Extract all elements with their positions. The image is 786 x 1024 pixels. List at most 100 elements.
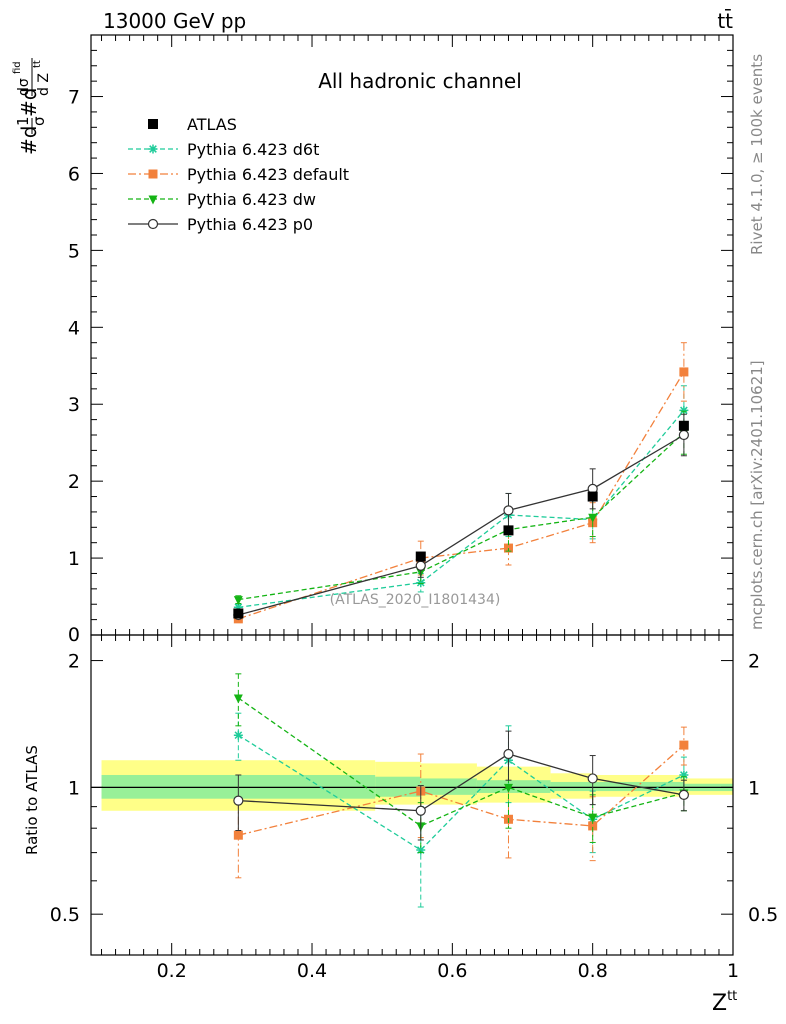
legend-marker (148, 169, 158, 179)
ratio-frame (90, 634, 734, 956)
data-point (416, 578, 426, 588)
legend-entry: ATLAS (148, 115, 237, 134)
x-axis: 0.2 0.4 0.6 0.8 1 (101, 35, 739, 982)
header-energy: 13000 GeV pp (103, 9, 246, 33)
rivet-version-label: Rivet 4.1.0, ≥ 100k events (748, 54, 766, 255)
series-0 (233, 385, 689, 612)
ratio-point (588, 813, 598, 823)
ratio-tick-label-left: 1 (68, 777, 80, 799)
svg-text:1: 1 (14, 116, 32, 126)
series-line (238, 371, 685, 620)
svg-text:σ: σ (30, 116, 48, 126)
mcplots-source-label: mcplots.cern.ch [arXiv:2401.10621] (748, 360, 766, 630)
legend-label: ATLAS (187, 115, 237, 134)
legend-marker (147, 218, 159, 230)
ratio-y-axis-label: Ratio to ATLAS (23, 745, 41, 855)
ratio-point (415, 805, 426, 816)
series-2 (233, 410, 689, 606)
header-process: tt̄ (717, 8, 733, 33)
ratio-series-3 (233, 730, 689, 841)
legend-entry: Pythia 6.423 p0 (128, 215, 313, 234)
legend-label: Pythia 6.423 dw (187, 190, 316, 209)
ratio-tick-label-left: 2 (68, 651, 80, 673)
series-line (238, 432, 685, 601)
svg-text:#d: #d (17, 88, 41, 117)
ratio-point (679, 740, 689, 750)
data-point (588, 513, 598, 523)
legend-entry: Pythia 6.423 d6t (128, 140, 319, 159)
legend-label: Pythia 6.423 d6t (187, 140, 319, 159)
y-tick-label-zero: 0 (68, 624, 80, 646)
ratio-point (588, 821, 598, 831)
ratio-band-inner (375, 776, 421, 797)
x-tick-label: 0.6 (437, 960, 467, 982)
y-axis-label: #d 1 σ #d dσ fid d Z tt (12, 58, 52, 155)
ratio-point (233, 694, 243, 704)
analysis-watermark: (ATLAS_2020_I1801434) (330, 592, 501, 608)
legend-marker (148, 144, 158, 154)
atlas-data-point (415, 551, 426, 562)
legend-entry: Pythia 6.423 dw (128, 190, 316, 209)
x-tick-label: 0.4 (297, 960, 327, 982)
atlas-data-point (587, 491, 598, 502)
y-tick-label: 4 (68, 317, 80, 339)
x-axis-label: Ztt (712, 989, 737, 1016)
series-line (238, 409, 685, 608)
atlas-data-point (503, 525, 514, 536)
y-tick-label: 5 (68, 240, 80, 262)
ratio-tick-label-right: 2 (748, 651, 760, 673)
ratio-point (233, 730, 243, 740)
legend-marker (148, 195, 158, 205)
ratio-point (503, 783, 513, 793)
chart-title: All hadronic channel (318, 69, 522, 93)
svg-text:dσ: dσ (16, 78, 32, 96)
svg-text:d Z: d Z (36, 73, 52, 96)
ratio-point (233, 795, 244, 806)
ratio-plot: 0.2 0.4 0.6 0.8 1 0.5 0.5 1 1 2 2 (50, 35, 778, 982)
y-tick-label: 1 (68, 548, 80, 570)
ratio-point (233, 830, 243, 840)
data-point (233, 596, 243, 606)
series-line (238, 434, 685, 616)
legend: ATLAS Pythia 6.423 d6t Pythia 6.423 defaul… (128, 115, 349, 234)
y-tick-label: 6 (68, 163, 80, 185)
ratio-tick-label-right: 1 (748, 777, 760, 799)
legend-entry: Pythia 6.423 default (128, 165, 349, 184)
data-point (233, 602, 243, 612)
ratio-point (416, 845, 426, 855)
data-point (503, 505, 514, 516)
data-point (678, 429, 689, 441)
svg-text:#d: #d (17, 126, 41, 155)
ratio-series-line (237, 697, 685, 827)
legend-label: Pythia 6.423 default (187, 165, 349, 184)
y-tick-label: 7 (68, 87, 80, 109)
atlas-data-point (678, 420, 689, 431)
ratio-band-inner (420, 778, 477, 795)
atlas-data (233, 420, 689, 619)
svg-text:fid: fid (12, 61, 23, 74)
atlas-data-point (233, 608, 244, 619)
data-point (679, 405, 689, 415)
ratio-point (679, 770, 689, 780)
ratio-tick-label-left: 0.5 (50, 904, 80, 926)
data-point (415, 560, 426, 571)
x-tick-label: 1 (727, 960, 739, 982)
data-point (679, 367, 689, 377)
x-tick-label: 0.8 (578, 960, 608, 982)
ratio-point (678, 789, 689, 800)
legend-label: Pythia 6.423 p0 (187, 215, 313, 234)
ratio-y-axis: 0.5 0.5 1 1 2 2 (50, 651, 778, 956)
ratio-tick-label-right: 0.5 (748, 904, 778, 926)
main-plot: 1 2 3 4 5 6 7 0 (68, 34, 734, 646)
y-axis: 1 2 3 4 5 6 7 0 (68, 49, 733, 646)
svg-text:tt: tt (32, 60, 43, 68)
y-tick-label: 3 (68, 394, 80, 416)
ratio-point (503, 748, 514, 760)
ratio-band-inner (476, 780, 551, 793)
series-3 (233, 413, 689, 621)
legend-marker (148, 119, 158, 129)
y-tick-label: 2 (68, 471, 80, 493)
ratio-point (587, 773, 598, 784)
ratio-band-inner (550, 781, 593, 792)
